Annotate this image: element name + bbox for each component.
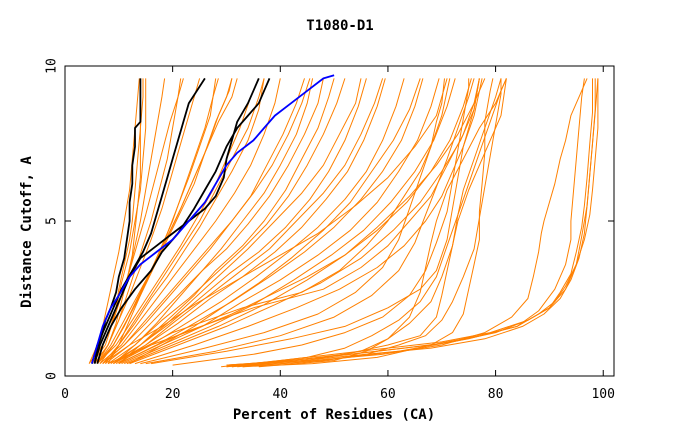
y-tick-label-10: 10	[45, 58, 60, 74]
series-line-56	[91, 77, 206, 364]
series-line-53	[226, 78, 599, 366]
chart-title: T1080-D1	[306, 18, 373, 34]
series-line-50	[96, 78, 233, 364]
series-line-6	[99, 78, 281, 364]
x-tick-label-20: 20	[165, 387, 181, 402]
series-line-44	[107, 78, 265, 364]
series-line-25	[113, 78, 362, 365]
y-axis-label: Distance Cutoff, A	[19, 156, 35, 308]
series-line-32	[226, 78, 502, 368]
x-tick-label-40: 40	[272, 387, 288, 402]
series-line-40	[172, 78, 470, 366]
series-line-23	[118, 78, 384, 365]
series-line-29	[151, 78, 480, 365]
y-tick-label-0: 0	[45, 372, 60, 380]
series-line-31	[140, 78, 451, 365]
series-line-15	[124, 78, 456, 365]
series-line-47	[237, 78, 585, 368]
series-line-46	[226, 78, 588, 366]
series-layer	[88, 74, 599, 368]
series-line-58	[96, 78, 271, 364]
series-line-36	[113, 78, 445, 365]
series-line-45	[118, 78, 335, 364]
series-line-21	[104, 78, 219, 364]
series-line-8	[105, 78, 324, 364]
series-line-12	[115, 78, 405, 365]
x-tick-label-60: 60	[380, 387, 396, 402]
series-line-24	[129, 78, 421, 365]
y-tick-label-5: 5	[45, 217, 60, 225]
x-tick-label-0: 0	[61, 387, 69, 402]
series-line-49	[102, 78, 265, 364]
series-line-7	[102, 78, 305, 364]
series-line-54	[231, 78, 599, 368]
series-line-10	[110, 78, 367, 365]
series-line-59	[91, 74, 335, 364]
x-tick-label-100: 100	[591, 387, 614, 402]
series-line-30	[145, 78, 475, 365]
series-line-35	[226, 78, 507, 368]
series-line-9	[107, 78, 346, 365]
series-line-11	[113, 78, 386, 365]
series-line-22	[113, 78, 314, 364]
series-line-18	[107, 78, 486, 365]
axis-layer: 0 20 40 60 80 100 0 5 10	[45, 58, 615, 402]
x-axis-label: Percent of Residues (CA)	[233, 407, 435, 423]
series-line-38	[242, 78, 494, 368]
series-line-43	[94, 78, 182, 364]
x-tick-label-80: 80	[488, 387, 504, 402]
series-line-14	[121, 78, 440, 365]
series-line-26	[102, 78, 311, 364]
series-line-37	[231, 78, 507, 368]
series-line-16	[126, 78, 472, 365]
series-line-34	[118, 78, 480, 365]
series-line-57	[93, 78, 260, 364]
